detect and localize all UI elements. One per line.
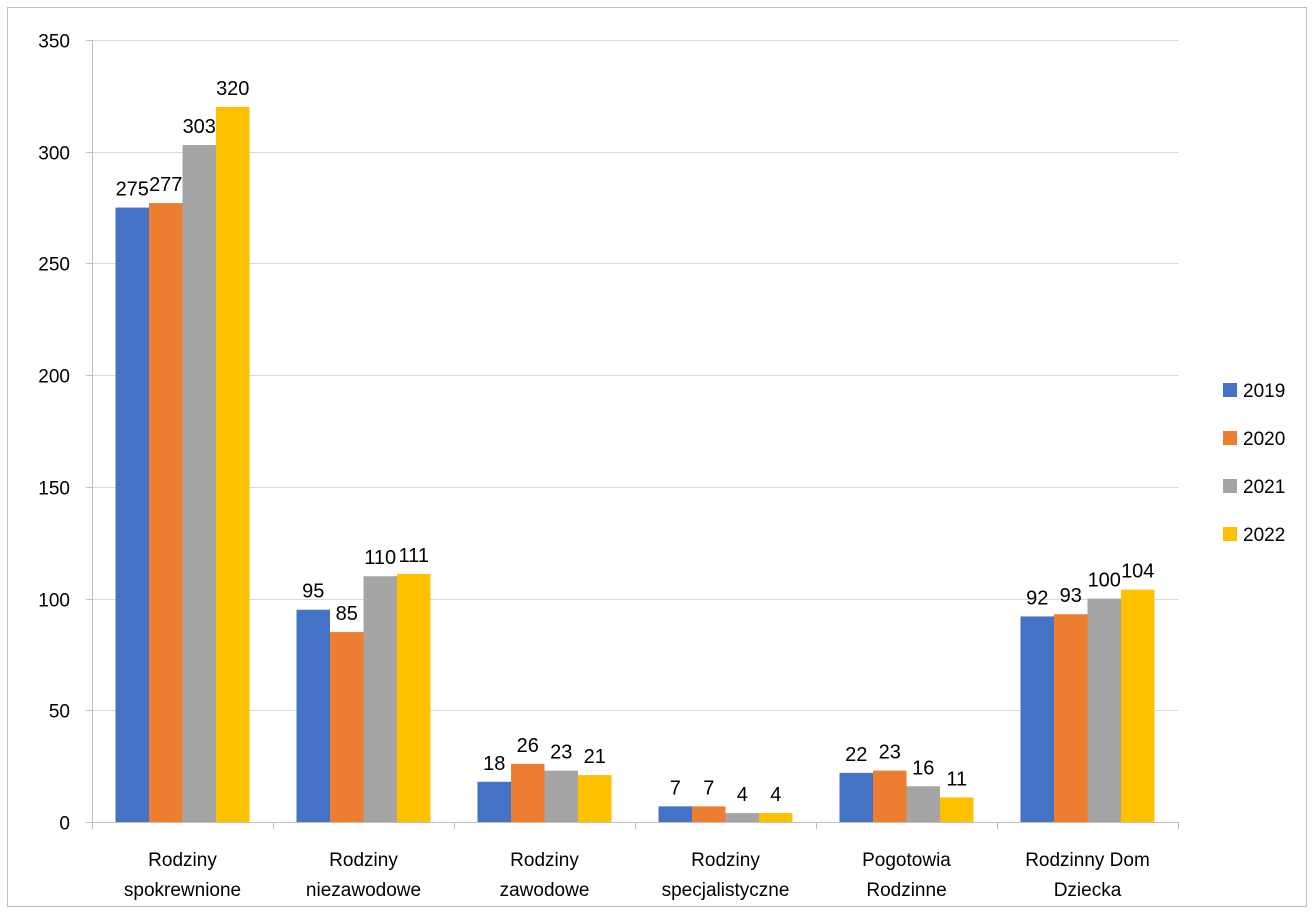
y-tick-label: 100 — [38, 591, 70, 612]
data-label: 11 — [946, 768, 967, 790]
data-label: 93 — [1060, 585, 1082, 607]
bar-2019[interactable] — [115, 207, 150, 823]
data-label: 16 — [912, 757, 934, 779]
x-tick-label: specjalistyczne — [662, 880, 790, 901]
bar-2020[interactable] — [1054, 614, 1088, 822]
x-tick-label: spokrewnione — [124, 880, 241, 901]
legend-swatch-2019 — [1223, 383, 1237, 397]
x-tick-label: Rodziny — [148, 850, 217, 871]
y-axis-ticks: 0 50 100 150 200 250 300 350 — [38, 32, 92, 835]
data-label: 277 — [149, 174, 182, 196]
data-label: 26 — [517, 735, 539, 757]
data-label: 18 — [483, 753, 505, 775]
data-label: 320 — [216, 78, 249, 100]
data-label: 4 — [770, 784, 781, 806]
x-tick-label: Rodzinne — [866, 880, 946, 901]
bar-2021[interactable] — [906, 786, 941, 822]
legend-swatch-2022 — [1223, 527, 1237, 541]
bar-2019[interactable] — [1020, 616, 1055, 822]
bar-2020[interactable] — [149, 203, 183, 823]
bar-2020[interactable] — [692, 806, 726, 822]
bar-2021[interactable] — [363, 576, 398, 822]
gridlines — [92, 40, 1178, 711]
bar-2022[interactable] — [578, 775, 612, 822]
bar-2022[interactable] — [1121, 589, 1155, 822]
legend[interactable]: 2019 2020 2021 2022 — [1223, 381, 1285, 546]
data-label: 85 — [336, 603, 358, 625]
x-axis: Rodziny spokrewnione Rodziny niezawodowe Rod… — [92, 40, 1179, 901]
bar-2021[interactable] — [544, 770, 579, 822]
x-tick-label: Rodziny — [691, 850, 760, 871]
legend-label[interactable]: 2020 — [1243, 429, 1285, 450]
y-tick-label: 50 — [49, 702, 70, 723]
bar-2019[interactable] — [477, 781, 512, 822]
x-tick-label: Rodzinny Dom — [1025, 850, 1150, 871]
legend-swatch-2020 — [1223, 431, 1237, 445]
data-label: 92 — [1026, 587, 1048, 609]
x-tick-label: Rodziny — [510, 850, 579, 871]
x-tick-label: Rodziny — [329, 850, 398, 871]
data-label: 23 — [550, 742, 572, 764]
data-label: 110 — [364, 547, 396, 569]
x-tick-label: zawodowe — [500, 880, 590, 901]
bar-2019[interactable] — [296, 609, 331, 822]
y-tick-label: 300 — [38, 144, 70, 165]
bar-2022[interactable] — [940, 797, 974, 822]
x-tick-label: Dziecka — [1054, 880, 1122, 901]
data-label: 111 — [399, 545, 429, 567]
y-tick-label: 350 — [38, 32, 70, 53]
bar-2022[interactable] — [397, 573, 431, 822]
bar-2021[interactable] — [1087, 598, 1122, 822]
data-label: 23 — [879, 742, 901, 764]
bar-2020[interactable] — [330, 632, 364, 822]
bar-2019[interactable] — [658, 806, 693, 822]
bar-2020[interactable] — [873, 770, 907, 822]
data-label: 22 — [845, 744, 867, 766]
legend-label[interactable]: 2021 — [1243, 477, 1285, 498]
bar-2019[interactable] — [839, 772, 874, 822]
bars — [115, 107, 1155, 823]
y-tick-label: 200 — [38, 367, 70, 388]
data-label: 104 — [1121, 561, 1154, 583]
data-label: 21 — [584, 746, 606, 768]
legend-swatch-2021 — [1223, 479, 1237, 493]
data-label: 7 — [670, 777, 681, 799]
bar-2022[interactable] — [216, 107, 250, 823]
data-label: 275 — [116, 179, 149, 201]
x-tick-label: Pogotowia — [862, 850, 951, 871]
data-label: 4 — [737, 784, 748, 806]
data-label: 95 — [302, 581, 324, 603]
y-tick-label: 250 — [38, 255, 70, 276]
bar-2021[interactable] — [182, 145, 217, 823]
legend-label[interactable]: 2019 — [1243, 381, 1285, 402]
bar-2020[interactable] — [511, 763, 545, 822]
y-tick-label: 150 — [38, 479, 70, 500]
y-tick-label: 0 — [59, 814, 70, 835]
legend-label[interactable]: 2022 — [1243, 525, 1285, 546]
data-label: 100 — [1088, 570, 1121, 592]
bar-2021[interactable] — [725, 813, 760, 822]
bar-2022[interactable] — [759, 813, 793, 822]
x-tick-label: niezawodowe — [306, 880, 421, 901]
data-label: 303 — [183, 116, 216, 138]
data-label: 7 — [703, 777, 714, 799]
